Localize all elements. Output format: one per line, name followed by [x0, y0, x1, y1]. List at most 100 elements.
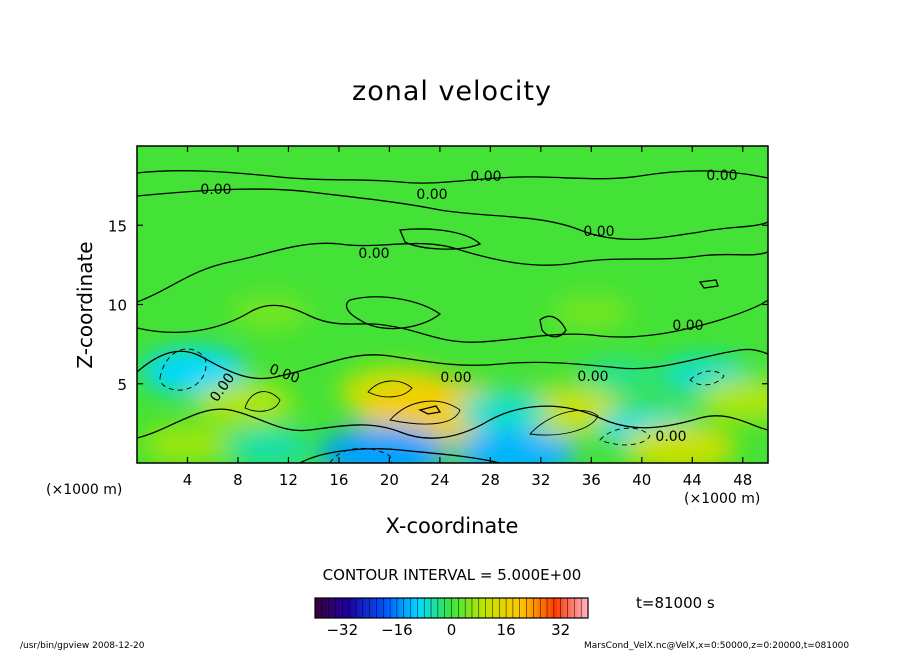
colorbar-cell: [547, 598, 551, 618]
contour-lines: [137, 170, 768, 463]
colorbar-tick-label: −16: [381, 621, 413, 639]
colorbar-cell: [410, 598, 415, 618]
contour-label: 0.00: [706, 168, 737, 184]
contour-inner-3: [244, 391, 281, 412]
contour-zero-7: [299, 448, 501, 463]
chart-title: zonal velocity: [352, 76, 552, 107]
colorbar-cell: [321, 598, 326, 618]
x-tick-label: 8: [233, 471, 243, 489]
colorbar-cell: [482, 598, 487, 618]
colorbar-cell: [400, 598, 405, 618]
contour-inner-4: [367, 380, 413, 398]
y-tick-label: 5: [117, 376, 127, 394]
colorbar-cell: [465, 598, 470, 618]
footer-right: MarsCond_VelX.nc@VelX,x=0:50000,z=0:2000…: [584, 641, 850, 651]
colorbar-cell: [502, 598, 507, 618]
colorbar-cell: [383, 598, 388, 618]
contour-island-3: [418, 405, 442, 415]
velocity-blob: [622, 422, 737, 463]
colorbar-cell: [417, 598, 422, 618]
contour-label: 0.00: [416, 187, 447, 203]
colorbar-tick-label: −32: [326, 621, 358, 639]
colorbar-cell: [355, 598, 360, 618]
colorbar-cell: [509, 598, 514, 618]
x-unit-left: (×1000 m): [46, 482, 123, 498]
x-axis-label: X-coordinate: [385, 514, 519, 538]
colorbar-cell: [431, 598, 435, 618]
x-tick-label: 40: [632, 471, 651, 489]
colorbar-cell: [533, 598, 538, 618]
velocity-field: [137, 146, 768, 463]
colorbar-cell: [335, 598, 340, 618]
colorbar-cell: [362, 598, 367, 618]
x-tick-label: 48: [733, 471, 752, 489]
colorbar-cell: [475, 598, 480, 618]
colorbar-cell: [407, 598, 412, 618]
colorbar-cell: [376, 598, 381, 618]
contour-label: 0.00: [200, 182, 231, 198]
colorbar-tick-label: 32: [551, 621, 570, 639]
colorbar-cell: [434, 598, 439, 618]
colorbar-tick-label: 0: [447, 621, 457, 639]
x-tick-label: 12: [279, 471, 298, 489]
x-tick-label: 36: [582, 471, 601, 489]
colorbar-cell: [448, 598, 452, 618]
colorbar-cell: [420, 598, 425, 618]
velocity-blob: [551, 295, 631, 330]
contour-zero-6: [137, 405, 768, 439]
colorbar-cell: [349, 598, 354, 618]
x-unit-right: (×1000 m): [684, 491, 761, 507]
y-tick-label: 15: [108, 217, 127, 235]
colorbar-cell: [478, 598, 483, 618]
colorbar-cell: [396, 598, 401, 618]
x-tick-label: 28: [481, 471, 500, 489]
contour-island-1: [345, 296, 442, 330]
contour-zero-4: [137, 299, 768, 343]
velocity-blob: [141, 423, 234, 463]
colorbar-cell: [523, 598, 528, 618]
velocity-blob: [455, 427, 577, 463]
colorbar-cell: [557, 598, 562, 618]
colorbar-cell: [458, 598, 463, 618]
velocity-blob: [230, 295, 309, 330]
colorbar-cell: [393, 598, 398, 618]
colorbar-cell: [564, 598, 569, 618]
colorbar-cell: [369, 598, 374, 618]
colorbar-cell: [570, 598, 575, 618]
colorbar-cell: [489, 598, 493, 618]
contour-zero-5: [137, 348, 768, 380]
colorbar-cell: [390, 598, 394, 618]
colorbar-cell: [386, 598, 391, 618]
contour-island-4: [539, 315, 567, 338]
colorbar-cell: [454, 598, 459, 618]
colorbar-cell: [519, 598, 524, 618]
colorbar-cell: [584, 598, 589, 618]
colorbar-cell: [577, 598, 582, 618]
colorbar-cell: [581, 598, 586, 618]
colorbar-cell: [328, 598, 333, 618]
x-tick-label: 32: [531, 471, 550, 489]
colorbar-cell: [485, 598, 490, 618]
contour-zero-3: [137, 242, 768, 303]
contour-zero-1: [137, 170, 768, 184]
velocity-blob: [226, 428, 313, 463]
contour-label: 0.00: [440, 370, 471, 386]
colorbar-cell: [512, 598, 517, 618]
contour-label: 0.00: [470, 169, 501, 185]
velocity-blob: [319, 425, 448, 463]
x-tick-label: 44: [683, 471, 702, 489]
colorbar-cell: [427, 598, 432, 618]
contour-label: 0.00: [583, 224, 614, 240]
colorbar-cell: [379, 598, 384, 618]
contour-island-5: [698, 279, 719, 289]
velocity-blob: [577, 358, 656, 394]
colorbar-cell: [536, 598, 541, 618]
colorbar-cell: [471, 598, 476, 618]
colorbar-cell: [550, 598, 555, 618]
colorbar-cell: [413, 598, 418, 618]
colorbar-cell: [553, 598, 558, 618]
colorbar-cell: [495, 598, 500, 618]
colorbar-cell: [506, 598, 511, 618]
colorbar-cell: [560, 598, 565, 618]
